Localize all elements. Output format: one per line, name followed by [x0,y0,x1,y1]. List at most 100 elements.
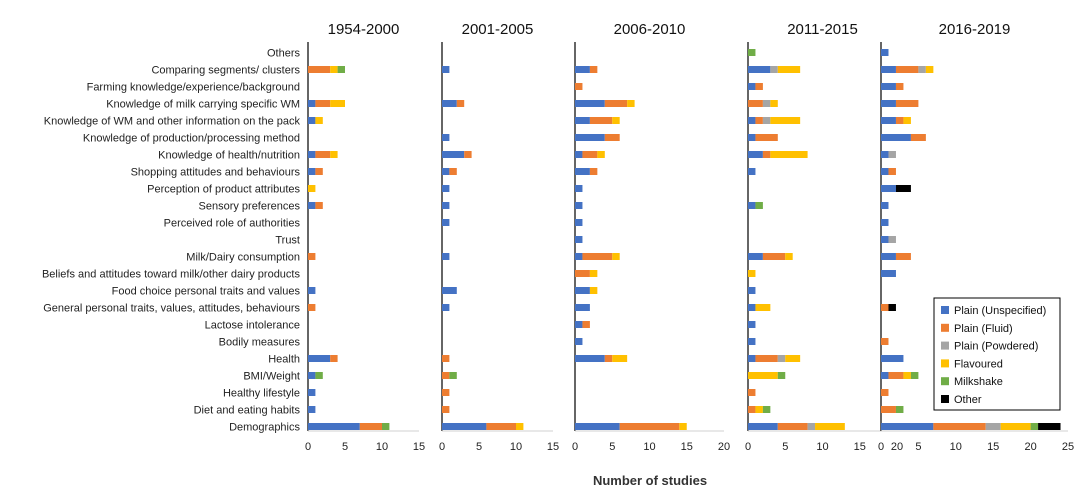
bar-segment [785,253,793,260]
bar-segment [575,355,605,362]
bar-segment [933,423,986,430]
legend-swatch [941,377,949,386]
bar-segment [315,117,323,124]
bar-segment [895,117,904,124]
bar-segment [755,134,778,141]
bar-segment [308,304,316,311]
category-label: Sensory preferences [199,201,301,213]
bar-segment [881,219,889,226]
bar-segment [575,270,590,277]
bar-segment [308,423,360,430]
category-label: Diet and eating habits [194,405,301,417]
bar-segment [359,423,382,430]
legend-label: Flavoured [954,358,1003,370]
bar-segment [308,406,316,413]
bar-segment [910,134,926,141]
x-tick-label: 5 [476,441,482,453]
legend-label: Plain (Fluid) [954,323,1013,335]
bar-segment [903,372,911,379]
bar-segment [748,253,763,260]
legend-swatch [941,341,949,350]
bar-segment [442,355,450,362]
bar-segment [755,83,763,90]
bar-segment [881,423,934,430]
bar-segment [895,185,911,192]
bar-segment [777,355,786,362]
bar-segment [575,338,583,345]
x-tick-label: 15 [987,441,999,453]
bar-segment [575,219,583,226]
bar-segment [888,151,896,158]
bar-segment [315,151,331,158]
bar-segment [308,202,316,209]
bar-segment [589,117,613,124]
bar-segment [575,66,590,73]
x-tick-label: 20 [891,441,903,453]
bar-segment [627,100,635,107]
bar-segment [612,117,620,124]
x-tick-label: 10 [510,441,522,453]
bar-segment [881,100,896,107]
bar-segment [575,134,605,141]
category-label: Perception of product attributes [147,184,300,196]
bar-segment [748,168,756,175]
category-label: BMI/Weight [243,371,300,383]
bar-segment [770,66,778,73]
bar-segment [881,270,896,277]
category-label: Comparing segments/ clusters [151,65,300,77]
bar-segment [881,151,889,158]
category-label: Knowledge of health/nutrition [158,150,300,162]
bar-segment [770,151,808,158]
bar-segment [442,406,450,413]
bar-segment [748,287,756,294]
x-tick-label: 10 [950,441,962,453]
legend-swatch [941,359,949,368]
x-tick-label: 0 [439,441,445,453]
bar-segment [612,355,628,362]
bar-segment [442,100,457,107]
bar-segment [308,389,316,396]
category-label: Lactose intolerance [205,320,300,332]
bar-segment [881,338,889,345]
bar-segment [748,83,756,90]
bar-segment [748,423,778,430]
category-label: Shopping attitudes and behaviours [131,167,301,179]
bar-segment [575,236,583,243]
bar-segment [575,151,583,158]
legend-swatch [941,395,949,403]
bar-segment [925,66,934,73]
bar-segment [589,168,598,175]
bar-segment [755,355,778,362]
bar-segment [679,423,687,430]
bar-segment [308,151,316,158]
bar-segment [895,66,919,73]
bar-segment [486,423,516,430]
x-tick-label: 15 [547,441,559,453]
category-label: Farming knowledge/experience/background [87,82,300,94]
legend-label: Plain (Unspecified) [954,305,1046,317]
bar-segment [748,389,756,396]
bar-segment [308,253,316,260]
category-label: Perceived role of authorities [164,218,301,230]
x-tick-label: 20 [1024,441,1036,453]
bar-segment [619,423,680,430]
bar-segment [308,287,316,294]
bar-segment [315,100,331,107]
bar-segment [748,372,778,379]
bar-segment [748,321,756,328]
bar-segment [464,151,472,158]
bar-segment [442,185,450,192]
bar-segment [895,253,911,260]
bar-segment [604,134,620,141]
bar-segment [575,100,605,107]
legend-label: Plain (Powdered) [954,341,1038,353]
bar-segment [755,406,763,413]
panel-title: 2006-2010 [614,21,686,38]
category-label: Knowledge of WM and other information on… [44,116,301,128]
bar-segment [575,304,590,311]
bar-segment [516,423,524,430]
bar-segment [442,134,450,141]
bar-segment [770,100,778,107]
bar-segment [575,185,583,192]
